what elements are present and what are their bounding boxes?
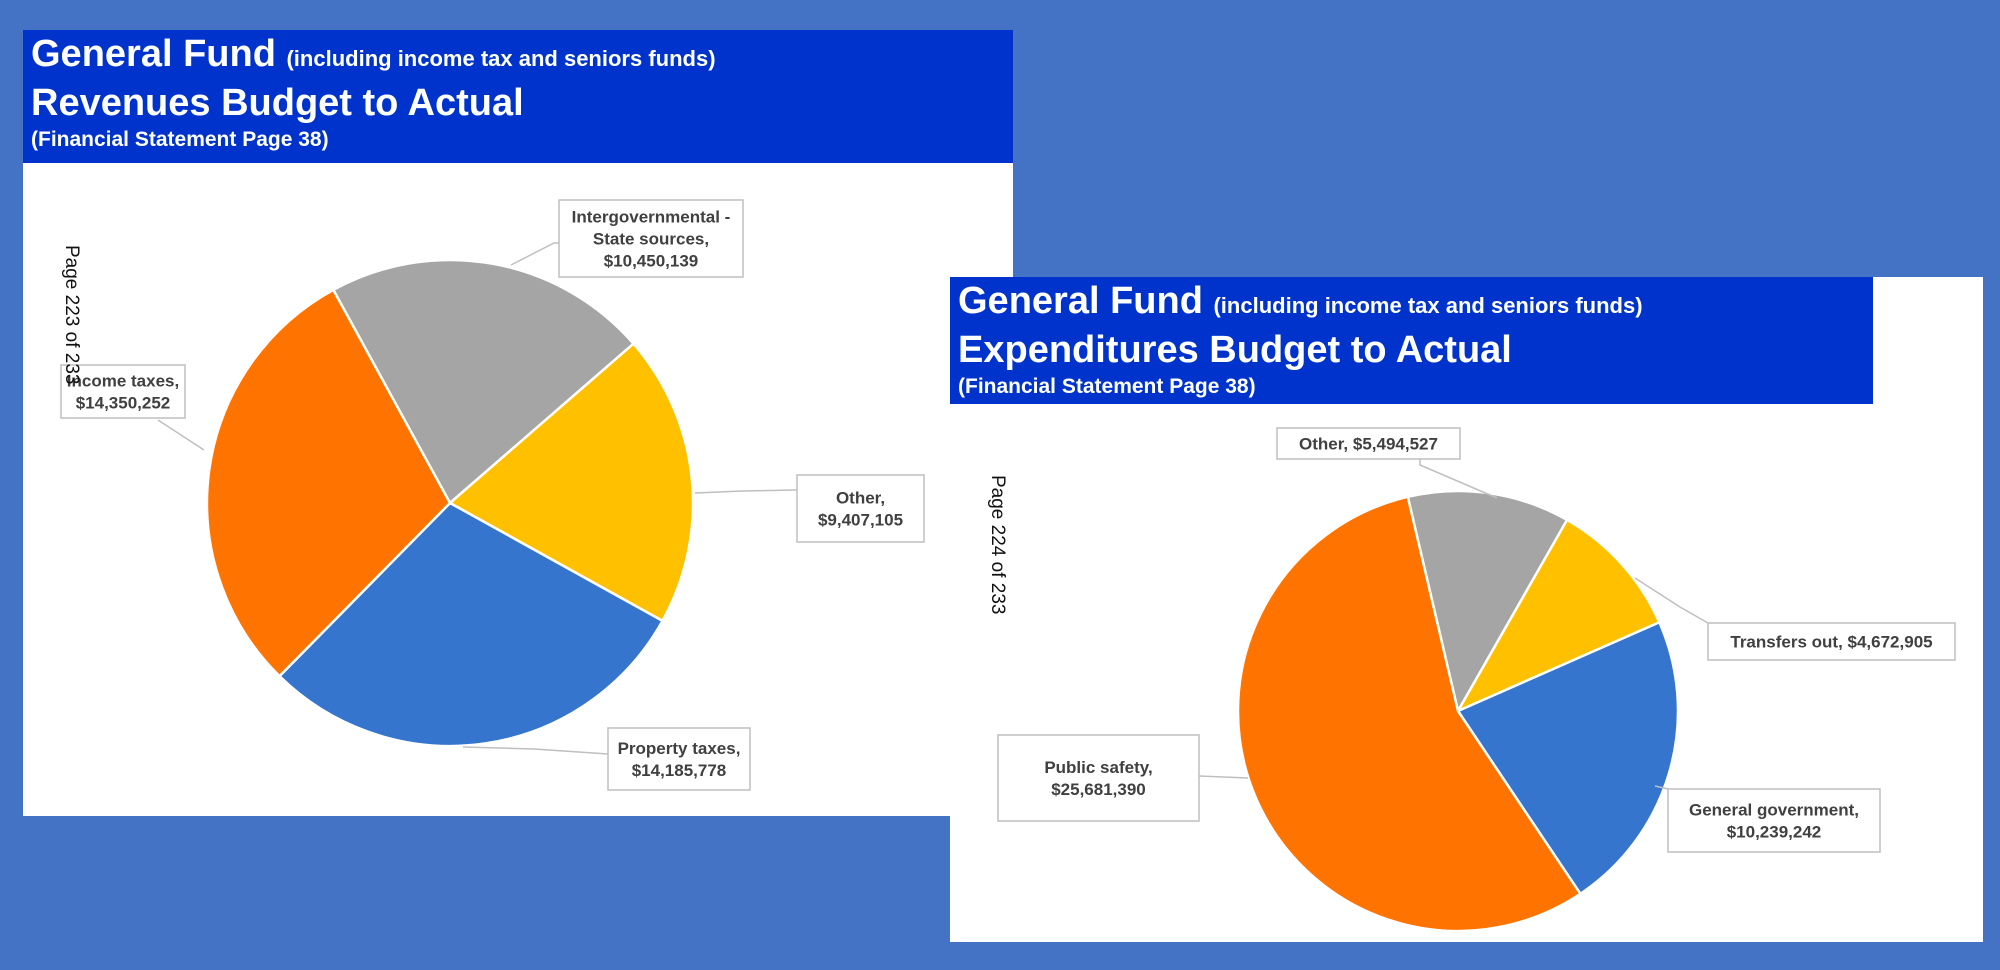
expenditure-label-transfers-out-line-1: Transfers out, $4,672,905 [1730, 633, 1932, 652]
expenditures-page-number: Page 224 of 233 [987, 475, 1008, 615]
revenue-label-box-other [796, 474, 925, 543]
revenue-leader-other [694, 489, 798, 494]
revenue-label-box-property-taxes [607, 727, 751, 791]
expenditure-slice-public-safety [1236, 495, 1582, 933]
expenditure-label-box-transfers-out [1707, 622, 1956, 661]
expenditure-label-box-public-safety [997, 734, 1200, 822]
expenditures-header: General Fund (including income tax and s… [950, 277, 1873, 404]
revenue-label-income-taxes-line-2: $14,350,252 [76, 394, 171, 413]
revenue-label-income-taxes-line-1: Income taxes, [67, 372, 179, 391]
revenues-pie-chart: Intergovernmental - State sources, $10,450… [60, 199, 925, 791]
revenues-source-note: (Financial Statement Page 38) [31, 128, 329, 151]
revenues-header: General Fund (including income tax and s… [23, 30, 1013, 163]
revenue-slice-intergovernmental-state-sources [332, 258, 635, 505]
revenues-slide: General Fund (including income tax and s… [23, 30, 1013, 816]
revenue-label-intergovernmental-state-sources-line-3: $10,450,139 [604, 252, 699, 271]
expenditures-source-note: (Financial Statement Page 38) [958, 375, 1256, 398]
revenue-leader-property-taxes [462, 746, 609, 755]
expenditures-pie-chart: Other, $5,494,527 Transfers out, $4,672,9… [997, 427, 1956, 933]
revenue-label-property-taxes-line-2: $14,185,778 [632, 761, 727, 780]
expenditures-slide: General Fund (including income tax and s… [950, 277, 1983, 942]
revenues-title: General Fund (including income tax and s… [31, 32, 1003, 81]
expenditure-slice-transfers-out [1456, 518, 1661, 713]
expenditure-slice-general-government [1456, 621, 1680, 896]
revenue-label-property-taxes-line-1: Property taxes, [618, 739, 741, 758]
expenditure-leader-transfers-out [1634, 577, 1709, 624]
revenues-subtitle: Revenues Budget to Actual [31, 82, 524, 124]
expenditure-leader-other [1419, 459, 1498, 499]
expenditure-slice-other [1406, 489, 1569, 713]
revenue-slice-other [448, 342, 695, 623]
revenues-title-main: General Fund [31, 33, 276, 75]
revenue-slice-income-taxes [205, 288, 452, 678]
expenditure-label-general-government-line-1: General government, [1689, 801, 1859, 820]
expenditure-label-public-safety-line-1: Public safety, [1044, 758, 1152, 777]
expenditure-leader-public-safety [1198, 775, 1249, 779]
revenue-leader-intergovernmental-state-sources [510, 242, 559, 266]
expenditure-label-public-safety-line-2: $25,681,390 [1051, 780, 1146, 799]
expenditures-title-note: (including income tax and seniors funds) [1213, 293, 1643, 318]
expenditures-title: General Fund (including income tax and s… [958, 279, 1863, 328]
revenue-label-other-line-2: $9,407,105 [818, 511, 903, 530]
revenues-title-note: (including income tax and seniors funds) [286, 46, 716, 71]
expenditure-leader-general-government [1654, 785, 1669, 790]
revenues-page-number: Page 223 of 233 [61, 245, 82, 385]
expenditures-subtitle: Expenditures Budget to Actual [958, 329, 1512, 371]
revenue-slice-property-taxes [278, 501, 664, 748]
expenditure-label-other-line-1: Other, $5,494,527 [1299, 435, 1438, 454]
revenue-label-box-income-taxes [60, 364, 186, 419]
revenue-label-intergovernmental-state-sources-line-2: State sources, [593, 230, 709, 249]
revenue-label-other-line-1: Other, [836, 489, 885, 508]
revenue-leader-income-taxes [157, 419, 205, 451]
expenditure-label-box-other [1276, 427, 1461, 460]
revenue-label-intergovernmental-state-sources-line-1: Intergovernmental - [572, 208, 731, 227]
expenditure-label-box-general-government [1667, 788, 1881, 853]
expenditure-label-general-government-line-2: $10,239,242 [1727, 823, 1822, 842]
revenue-label-box-intergovernmental-state-sources [558, 199, 744, 278]
expenditures-title-main: General Fund [958, 280, 1203, 322]
